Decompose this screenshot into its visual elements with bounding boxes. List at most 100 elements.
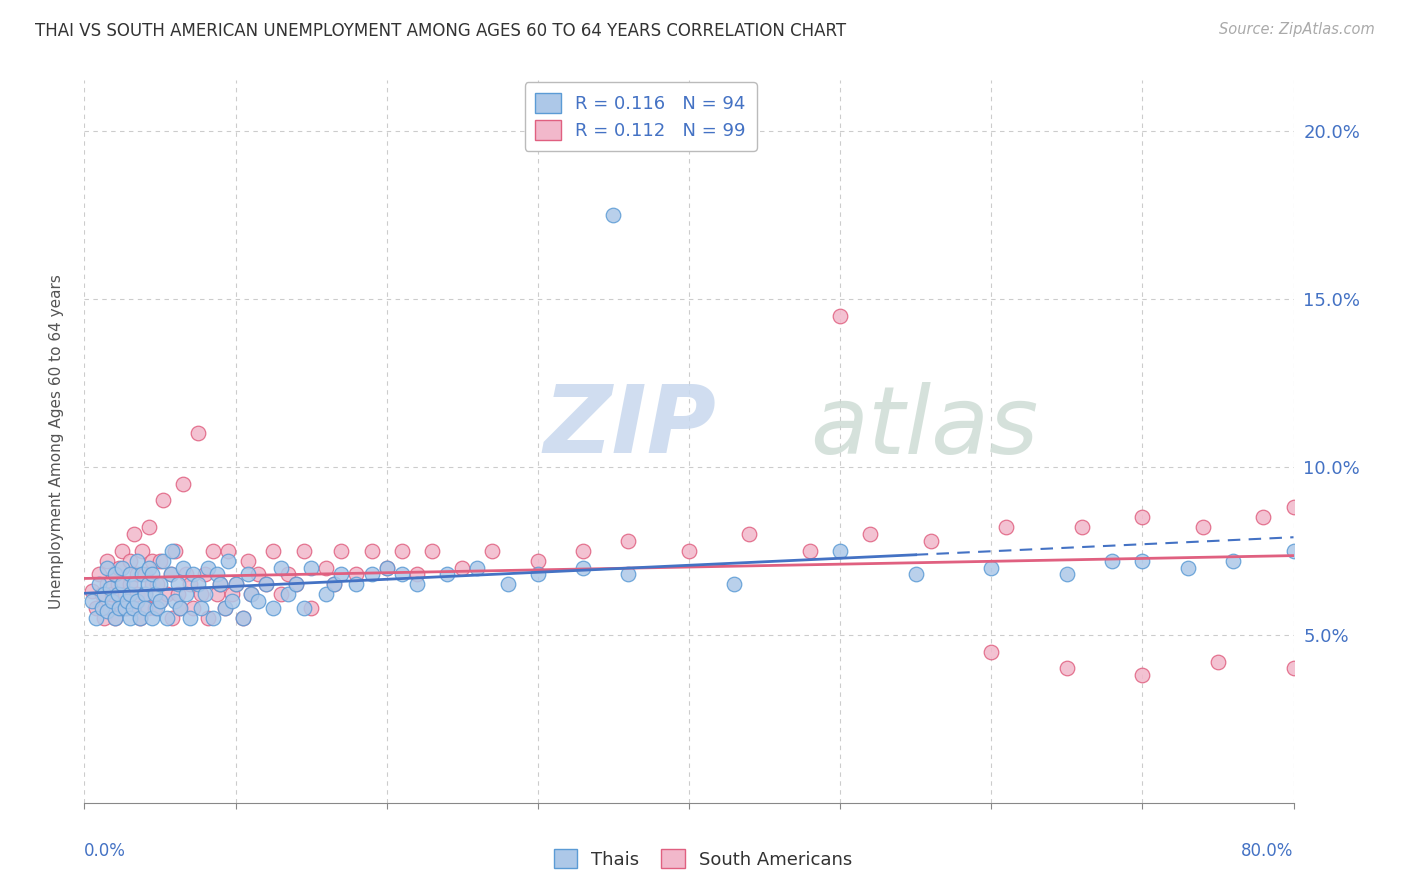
Point <box>247 567 270 582</box>
Point <box>181 567 204 582</box>
Point <box>146 577 169 591</box>
Point <box>799 543 821 558</box>
Legend: Thais, South Americans: Thais, South Americans <box>547 842 859 876</box>
Point <box>602 208 624 222</box>
Point <box>406 567 429 582</box>
Point <box>174 567 197 582</box>
Point <box>375 560 398 574</box>
Point <box>118 577 141 591</box>
Point <box>292 600 315 615</box>
Point <box>1192 520 1215 534</box>
Point <box>209 577 232 591</box>
Point <box>129 611 152 625</box>
Point <box>174 587 197 601</box>
Point <box>100 587 122 601</box>
Point <box>152 493 174 508</box>
Point <box>127 567 149 582</box>
Point <box>127 554 149 568</box>
Point <box>187 426 209 441</box>
Point <box>285 577 308 591</box>
Point <box>270 587 292 601</box>
Point <box>115 594 138 608</box>
Point <box>141 554 163 568</box>
Point <box>89 567 111 582</box>
Point <box>315 587 337 601</box>
Point <box>277 567 299 582</box>
Point <box>330 543 353 558</box>
Point <box>136 577 159 591</box>
Point <box>111 560 134 574</box>
Point <box>96 577 118 591</box>
Point <box>481 543 503 558</box>
Point <box>346 567 368 582</box>
Point <box>80 594 103 608</box>
Point <box>141 577 163 591</box>
Point <box>406 577 429 591</box>
Point <box>225 577 247 591</box>
Point <box>980 644 1002 658</box>
Point <box>167 577 190 591</box>
Point <box>111 600 134 615</box>
Point <box>830 543 852 558</box>
Point <box>108 560 131 574</box>
Text: Source: ZipAtlas.com: Source: ZipAtlas.com <box>1219 22 1375 37</box>
Point <box>86 611 108 625</box>
Point <box>134 600 156 615</box>
Point <box>270 560 292 574</box>
Point <box>572 560 595 574</box>
Point <box>391 567 413 582</box>
Point <box>207 587 229 601</box>
Point <box>217 554 239 568</box>
Point <box>1056 661 1078 675</box>
Point <box>980 560 1002 574</box>
Point <box>299 600 322 615</box>
Point <box>149 594 172 608</box>
Point <box>172 560 194 574</box>
Point <box>96 554 118 568</box>
Point <box>236 567 259 582</box>
Point <box>129 611 152 625</box>
Point <box>111 543 134 558</box>
Point <box>723 577 745 591</box>
Point <box>197 560 219 574</box>
Point <box>360 543 382 558</box>
Point <box>1222 554 1244 568</box>
Point <box>169 600 191 615</box>
Text: THAI VS SOUTH AMERICAN UNEMPLOYMENT AMONG AGES 60 TO 64 YEARS CORRELATION CHART: THAI VS SOUTH AMERICAN UNEMPLOYMENT AMON… <box>35 22 846 40</box>
Point <box>1101 554 1123 568</box>
Point <box>239 587 262 601</box>
Point <box>239 587 262 601</box>
Point <box>496 577 519 591</box>
Legend: R = 0.116   N = 94, R = 0.112   N = 99: R = 0.116 N = 94, R = 0.112 N = 99 <box>524 82 756 151</box>
Point <box>221 587 243 601</box>
Point <box>436 567 458 582</box>
Point <box>527 567 550 582</box>
Point <box>322 577 344 591</box>
Point <box>156 611 179 625</box>
Point <box>420 543 443 558</box>
Point <box>145 587 167 601</box>
Point <box>80 584 103 599</box>
Point <box>247 594 270 608</box>
Point <box>114 587 136 601</box>
Point <box>254 577 277 591</box>
Point <box>172 476 194 491</box>
Point <box>1282 543 1305 558</box>
Point <box>209 577 232 591</box>
Point <box>96 560 118 574</box>
Point <box>920 533 942 548</box>
Point <box>262 600 284 615</box>
Point <box>91 587 114 601</box>
Point <box>118 567 141 582</box>
Point <box>131 567 153 582</box>
Point <box>1206 655 1229 669</box>
Point <box>1056 567 1078 582</box>
Point <box>214 600 236 615</box>
Point <box>93 611 115 625</box>
Point <box>217 543 239 558</box>
Point <box>1253 510 1275 524</box>
Text: ZIP: ZIP <box>544 381 717 473</box>
Point <box>141 611 163 625</box>
Point <box>194 587 217 601</box>
Text: 0.0%: 0.0% <box>84 842 127 860</box>
